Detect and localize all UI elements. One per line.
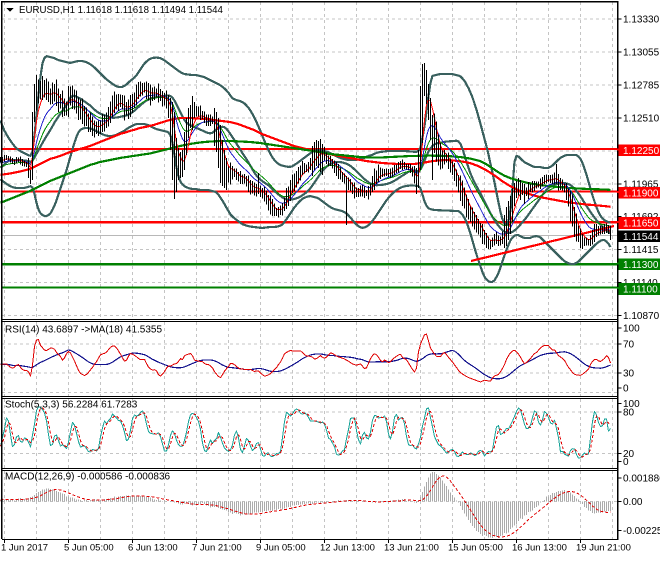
svg-text:1.11300: 1.11300 [623,260,659,271]
svg-text:0: 0 [623,384,629,395]
svg-text:7 Jun 21:00: 7 Jun 21:00 [192,543,242,554]
svg-text:70: 70 [623,339,635,350]
svg-text:1.11900: 1.11900 [623,189,659,200]
svg-text:1.12250: 1.12250 [623,146,660,157]
svg-text:0: 0 [623,457,629,468]
svg-text:15 Jun 05:00: 15 Jun 05:00 [448,543,503,554]
svg-text:1.11100: 1.11100 [623,285,658,296]
svg-text:80: 80 [623,408,635,419]
svg-text:-0.002253: -0.002253 [623,526,660,537]
svg-text:0.00: 0.00 [623,497,643,508]
svg-text:20: 20 [623,449,635,460]
svg-text:1.11965: 1.11965 [623,179,659,190]
svg-text:1.13330: 1.13330 [623,15,660,26]
svg-text:0.001886: 0.001886 [623,473,660,484]
svg-text:12 Jun 13:00: 12 Jun 13:00 [320,543,375,554]
svg-text:16 Jun 13:00: 16 Jun 13:00 [512,543,567,554]
svg-text:Stoch(5,3,3) 56.2284 61.7283: Stoch(5,3,3) 56.2284 61.7283 [5,400,138,411]
svg-text:1.10870: 1.10870 [623,311,660,322]
svg-text:1.11544: 1.11544 [623,232,659,243]
svg-text:1.11415: 1.11415 [623,245,659,256]
svg-text:1.13055: 1.13055 [623,48,660,59]
svg-text:EURUSD,H1 1.11618 1.11618 1.1: EURUSD,H1 1.11618 1.11618 1.11494 1.1154… [19,5,224,16]
svg-text:9 Jun 05:00: 9 Jun 05:00 [256,543,306,554]
svg-text:1.12785: 1.12785 [623,81,660,92]
svg-text:1.12510: 1.12510 [623,113,660,124]
svg-text:30: 30 [623,369,635,380]
svg-text:100: 100 [623,324,640,335]
svg-text:5 Jun 05:00: 5 Jun 05:00 [64,543,114,554]
svg-text:1 Jun 2017: 1 Jun 2017 [1,543,48,554]
svg-text:13 Jun 21:00: 13 Jun 21:00 [384,543,439,554]
svg-text:RSI(14) 43.6897 ->MA(18) 41.5: RSI(14) 43.6897 ->MA(18) 41.5355 [5,325,162,336]
svg-text:100: 100 [623,399,640,410]
svg-text:19 Jun 21:00: 19 Jun 21:00 [576,543,631,554]
svg-text:MACD(12,26,9) -0.000586 -0.000: MACD(12,26,9) -0.000586 -0.000836 [5,472,171,483]
svg-text:1.11650: 1.11650 [623,219,659,230]
svg-text:6 Jun 13:00: 6 Jun 13:00 [128,543,178,554]
